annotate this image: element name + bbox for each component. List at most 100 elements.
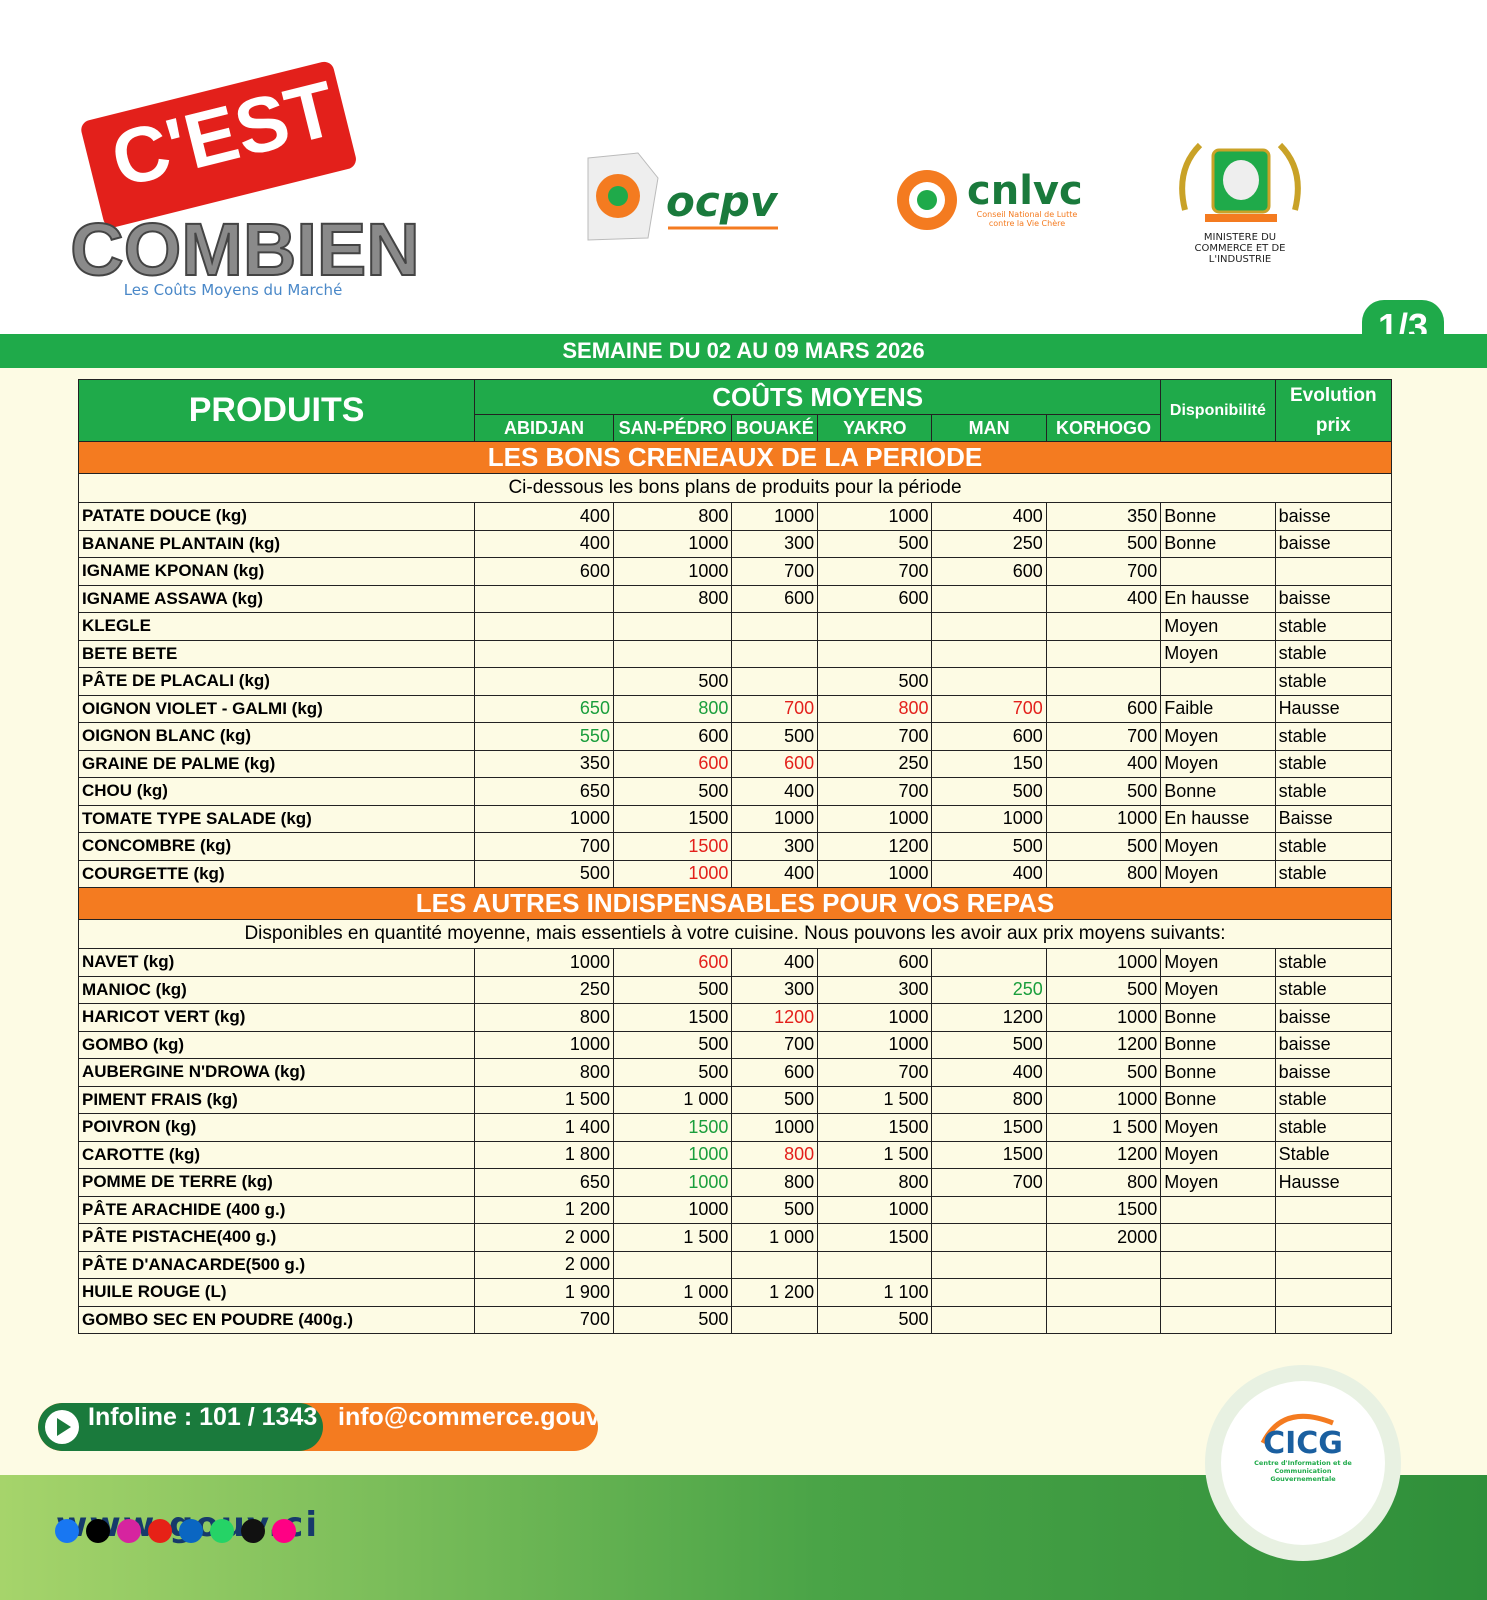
- product-row: GOMBO (kg) 1000 500 700 1000 500 1200 Bonne bais…: [77, 1030, 1393, 1059]
- price-cell: 400: [931, 502, 1047, 531]
- availability-cell: Bonne: [1160, 1085, 1276, 1114]
- evolution-cell: baisse: [1274, 584, 1393, 613]
- price-cell: [1045, 612, 1162, 641]
- price-cell: [931, 1250, 1047, 1279]
- product-name: GRAINE DE PALME (kg): [77, 749, 476, 778]
- ministry-name: MINISTÈRE DU COMMERCE ET DE L'INDUSTRIE: [1194, 232, 1286, 264]
- product-name: CAROTTE (kg): [77, 1140, 476, 1169]
- price-cell: 1 000: [612, 1085, 733, 1114]
- city-header: MAN: [931, 414, 1047, 442]
- ocpv-logo: ocpv: [587, 152, 779, 241]
- price-cell: 350: [1045, 502, 1162, 531]
- price-cell: 650: [474, 777, 614, 806]
- availability-cell: En hausse: [1160, 804, 1276, 833]
- price-cell: 800: [474, 1058, 614, 1087]
- price-cell: 700: [931, 694, 1047, 723]
- price-cell: 1500: [931, 1113, 1047, 1142]
- price-cell: 500: [612, 1058, 733, 1087]
- price-cell: 1000: [1045, 804, 1162, 833]
- infoline-pill: [38, 1403, 323, 1451]
- price-cell: 1500: [817, 1223, 933, 1252]
- product-name: POMME DE TERRE (kg): [77, 1168, 476, 1197]
- evolution-cell: stable: [1274, 667, 1393, 696]
- price-cell: [731, 1305, 819, 1334]
- price-cell: 500: [817, 529, 933, 558]
- evolution-cell: stable: [1274, 722, 1393, 751]
- price-cell: 1 900: [474, 1278, 614, 1307]
- header-costs: COÛTS MOYENS: [474, 379, 1162, 415]
- section-title: LES BONS CRENEAUX DE LA PERIODE: [78, 441, 1392, 474]
- price-cell: 800: [817, 694, 933, 723]
- price-cell: 1 500: [817, 1140, 933, 1169]
- evolution-cell: [1274, 1278, 1393, 1307]
- price-cell: 150: [931, 749, 1047, 778]
- product-name: IGNAME ASSAWA (kg): [77, 584, 476, 613]
- product-name: POIVRON (kg): [77, 1113, 476, 1142]
- availability-cell: Moyen: [1160, 948, 1276, 977]
- price-cell: 700: [817, 777, 933, 806]
- city-header: KORHOGO: [1045, 414, 1162, 442]
- evolution-cell: Hausse: [1274, 694, 1393, 723]
- product-row: GOMBO SEC EN POUDRE (400g.) 700 500 500: [77, 1305, 1393, 1334]
- price-cell: 1000: [612, 529, 733, 558]
- availability-cell: Faible: [1160, 694, 1276, 723]
- price-cell: [931, 1305, 1047, 1334]
- price-cell: 1500: [1045, 1195, 1162, 1224]
- price-cell: 800: [1045, 1168, 1162, 1197]
- price-cell: 800: [612, 584, 733, 613]
- evolution-cell: stable: [1274, 639, 1393, 668]
- product-row: PATATE DOUCE (kg) 400 800 1000 1000 400 350 Bon…: [77, 502, 1393, 531]
- price-cell: 300: [817, 975, 933, 1004]
- availability-cell: Bonne: [1160, 777, 1276, 806]
- price-cell: 400: [731, 859, 819, 888]
- price-cell: 1200: [817, 832, 933, 861]
- price-cell: 1000: [731, 1113, 819, 1142]
- evolution-cell: stable: [1274, 749, 1393, 778]
- evolution-cell: baisse: [1274, 1003, 1393, 1032]
- price-cell: 800: [731, 1168, 819, 1197]
- price-cell: [731, 612, 819, 641]
- product-row: POIVRON (kg) 1 400 1500 1000 1500 1500 1 500 Mo…: [77, 1113, 1393, 1142]
- price-cell: 700: [1045, 722, 1162, 751]
- price-cell: 500: [474, 859, 614, 888]
- price-cell: 1500: [612, 832, 733, 861]
- price-cell: 1000: [817, 859, 933, 888]
- price-cell: 1000: [474, 948, 614, 977]
- price-cell: 1000: [1045, 1003, 1162, 1032]
- price-cell: 600: [612, 722, 733, 751]
- price-cell: 500: [612, 1030, 733, 1059]
- evolution-cell: stable: [1274, 948, 1393, 977]
- price-cell: 500: [1045, 1058, 1162, 1087]
- price-cell: 1 200: [731, 1278, 819, 1307]
- price-cell: [931, 667, 1047, 696]
- price-cell: 400: [1045, 584, 1162, 613]
- product-row: POMME DE TERRE (kg) 650 1000 800 800 700 800 Mo…: [77, 1168, 1393, 1197]
- product-name: KLEGLE: [77, 612, 476, 641]
- product-row: MANIOC (kg) 250 500 300 300 250 500 Moyen stable: [77, 975, 1393, 1004]
- price-cell: 600: [1045, 694, 1162, 723]
- evolution-cell: [1274, 1250, 1393, 1279]
- price-cell: 550: [474, 722, 614, 751]
- price-cell: 700: [731, 694, 819, 723]
- evolution-cell: baisse: [1274, 1030, 1393, 1059]
- availability-cell: Moyen: [1160, 722, 1276, 751]
- ocpv-name: ocpv: [666, 177, 779, 226]
- price-cell: 400: [474, 502, 614, 531]
- availability-cell: Moyen: [1160, 612, 1276, 641]
- header-evolution: Evolution prix: [1274, 379, 1393, 442]
- product-row: BANANE PLANTAIN (kg) 400 1000 300 500 250 500 B…: [77, 529, 1393, 558]
- price-cell: 500: [931, 1030, 1047, 1059]
- price-cell: 1 000: [612, 1278, 733, 1307]
- header-products: PRODUITS: [77, 379, 476, 442]
- availability-cell: Bonne: [1160, 1058, 1276, 1087]
- product-row: PÂTE DE PLACALI (kg) 500 500 stable: [77, 667, 1393, 696]
- price-cell: 500: [817, 667, 933, 696]
- price-cell: [931, 948, 1047, 977]
- price-cell: 1 500: [817, 1085, 933, 1114]
- price-cell: 1500: [612, 1003, 733, 1032]
- product-name: PÂTE ARACHIDE (400 g.): [77, 1195, 476, 1224]
- price-cell: 600: [817, 948, 933, 977]
- price-cell: 600: [931, 557, 1047, 586]
- product-row: OIGNON BLANC (kg) 550 600 500 700 600 700 Moyen…: [77, 722, 1393, 751]
- product-row: GRAINE DE PALME (kg) 350 600 600 250 150 400 Mo…: [77, 749, 1393, 778]
